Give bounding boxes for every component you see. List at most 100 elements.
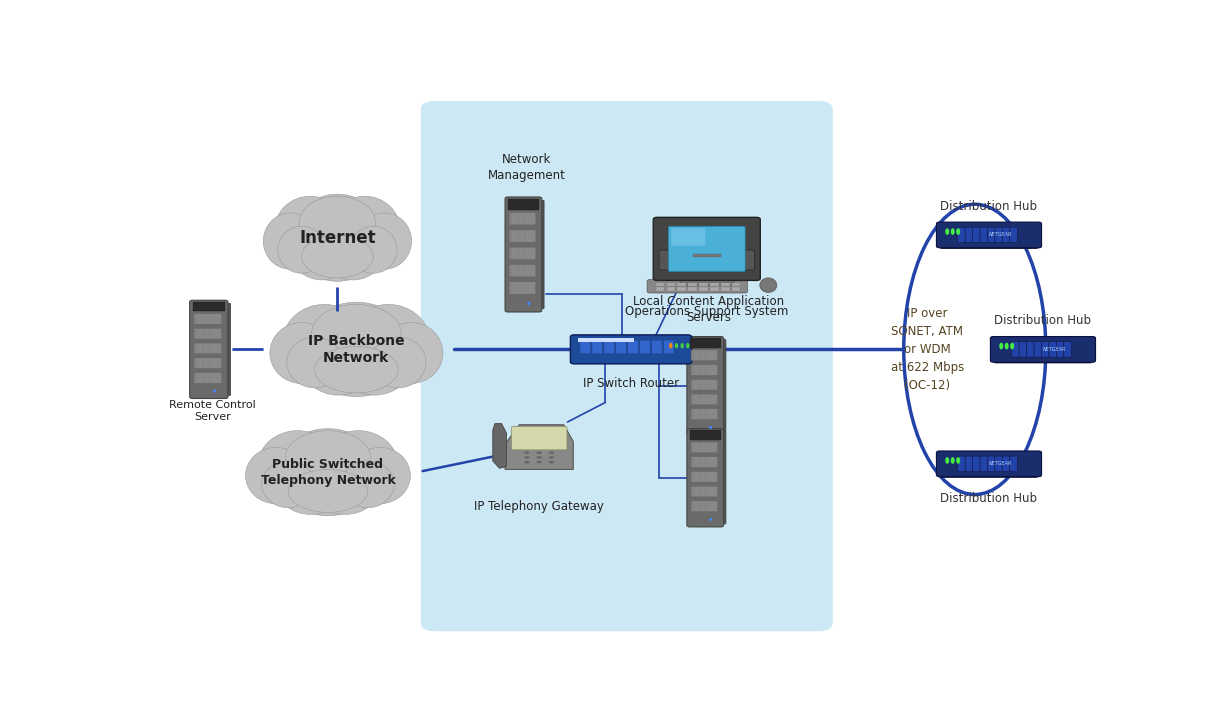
FancyBboxPatch shape <box>965 227 973 243</box>
Ellipse shape <box>946 228 949 235</box>
Ellipse shape <box>302 302 411 397</box>
Ellipse shape <box>341 461 395 508</box>
Ellipse shape <box>527 302 530 305</box>
Ellipse shape <box>536 456 541 459</box>
Ellipse shape <box>314 347 398 393</box>
FancyBboxPatch shape <box>987 456 995 471</box>
Ellipse shape <box>549 456 554 459</box>
Ellipse shape <box>1004 343 1008 349</box>
Ellipse shape <box>956 228 960 235</box>
FancyBboxPatch shape <box>995 227 1002 243</box>
Text: NETGEAR: NETGEAR <box>990 233 1013 237</box>
Ellipse shape <box>357 213 412 269</box>
Bar <box>699 287 708 291</box>
FancyBboxPatch shape <box>1009 456 1017 471</box>
Ellipse shape <box>349 226 397 273</box>
FancyBboxPatch shape <box>420 101 832 631</box>
FancyBboxPatch shape <box>692 379 717 390</box>
Ellipse shape <box>670 343 672 349</box>
Bar <box>656 287 665 291</box>
FancyBboxPatch shape <box>687 336 723 435</box>
Bar <box>732 287 741 291</box>
FancyBboxPatch shape <box>668 226 745 271</box>
Ellipse shape <box>709 518 712 521</box>
Text: Operations Support System: Operations Support System <box>626 304 788 318</box>
FancyBboxPatch shape <box>604 340 615 354</box>
FancyBboxPatch shape <box>990 336 1096 362</box>
Polygon shape <box>492 423 506 468</box>
Ellipse shape <box>329 196 401 266</box>
Ellipse shape <box>370 337 426 388</box>
FancyBboxPatch shape <box>1064 341 1072 357</box>
FancyBboxPatch shape <box>980 227 987 243</box>
Bar <box>677 287 686 291</box>
Ellipse shape <box>524 452 529 454</box>
Ellipse shape <box>291 194 384 281</box>
FancyBboxPatch shape <box>511 426 567 450</box>
FancyBboxPatch shape <box>965 456 973 471</box>
Ellipse shape <box>349 447 411 504</box>
Ellipse shape <box>524 461 529 463</box>
Ellipse shape <box>946 457 949 464</box>
Text: Internet: Internet <box>299 228 375 247</box>
Ellipse shape <box>213 390 216 392</box>
Ellipse shape <box>302 235 373 278</box>
FancyBboxPatch shape <box>958 227 965 243</box>
Text: IP Telephony Gateway: IP Telephony Gateway <box>474 500 604 513</box>
FancyBboxPatch shape <box>510 247 535 260</box>
Ellipse shape <box>262 461 315 508</box>
FancyBboxPatch shape <box>510 212 535 225</box>
Ellipse shape <box>276 428 380 515</box>
Bar <box>688 287 697 291</box>
Bar <box>710 287 719 291</box>
Ellipse shape <box>681 343 684 349</box>
FancyBboxPatch shape <box>692 365 717 376</box>
Bar <box>666 283 675 286</box>
FancyBboxPatch shape <box>640 340 650 354</box>
Ellipse shape <box>301 330 376 395</box>
Bar <box>688 283 697 286</box>
Ellipse shape <box>246 447 307 504</box>
FancyBboxPatch shape <box>591 340 602 354</box>
FancyBboxPatch shape <box>980 456 987 471</box>
FancyBboxPatch shape <box>717 431 726 524</box>
FancyBboxPatch shape <box>505 197 541 312</box>
FancyBboxPatch shape <box>616 340 626 354</box>
Ellipse shape <box>1000 343 1003 349</box>
Ellipse shape <box>951 457 954 464</box>
FancyBboxPatch shape <box>692 394 717 405</box>
Ellipse shape <box>336 330 412 395</box>
FancyBboxPatch shape <box>664 340 675 354</box>
FancyBboxPatch shape <box>648 280 748 293</box>
FancyBboxPatch shape <box>651 340 662 354</box>
Ellipse shape <box>299 196 376 250</box>
FancyBboxPatch shape <box>973 227 980 243</box>
FancyBboxPatch shape <box>574 357 687 364</box>
FancyBboxPatch shape <box>194 343 221 354</box>
Text: Distribution Hub: Distribution Hub <box>941 199 1037 212</box>
Ellipse shape <box>956 457 960 464</box>
FancyBboxPatch shape <box>659 250 755 270</box>
FancyBboxPatch shape <box>692 501 717 512</box>
Text: IP over
SONET, ATM
or WDM
at 622 Mbps
(OC-12): IP over SONET, ATM or WDM at 622 Mbps (O… <box>891 307 964 392</box>
Bar <box>681 280 733 285</box>
FancyBboxPatch shape <box>692 442 717 452</box>
FancyBboxPatch shape <box>958 456 965 471</box>
Ellipse shape <box>709 426 712 429</box>
Ellipse shape <box>549 452 554 454</box>
FancyBboxPatch shape <box>936 222 1041 248</box>
FancyBboxPatch shape <box>535 200 544 309</box>
Text: Distribution Hub: Distribution Hub <box>941 492 1037 505</box>
Ellipse shape <box>675 343 678 349</box>
FancyBboxPatch shape <box>995 355 1091 363</box>
FancyBboxPatch shape <box>1009 227 1017 243</box>
Ellipse shape <box>320 220 385 280</box>
Ellipse shape <box>536 452 541 454</box>
FancyBboxPatch shape <box>1048 341 1056 357</box>
Ellipse shape <box>686 343 689 349</box>
Ellipse shape <box>346 304 430 380</box>
Ellipse shape <box>312 304 401 362</box>
FancyBboxPatch shape <box>692 409 717 420</box>
FancyBboxPatch shape <box>687 428 723 527</box>
Bar <box>508 199 539 210</box>
